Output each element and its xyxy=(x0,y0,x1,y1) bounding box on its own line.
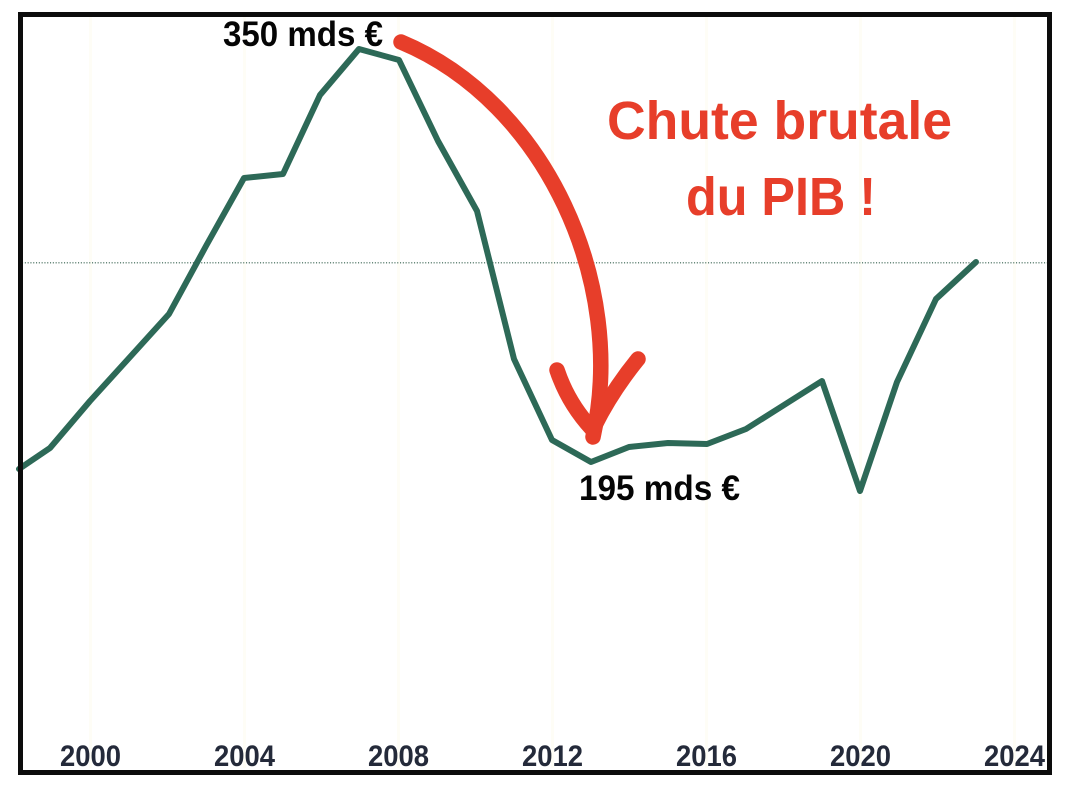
svg-text:2000: 2000 xyxy=(60,740,121,773)
svg-text:Chute brutale: Chute brutale xyxy=(607,91,952,151)
svg-text:350 mds €: 350 mds € xyxy=(223,15,383,54)
svg-text:du PIB !: du PIB ! xyxy=(686,167,876,227)
svg-text:2024: 2024 xyxy=(984,740,1045,773)
svg-text:2008: 2008 xyxy=(368,740,429,773)
svg-text:2016: 2016 xyxy=(676,740,737,773)
svg-text:2004: 2004 xyxy=(214,740,275,773)
svg-text:195 mds €: 195 mds € xyxy=(579,469,740,508)
svg-text:2012: 2012 xyxy=(522,740,583,773)
svg-text:2020: 2020 xyxy=(830,740,891,773)
